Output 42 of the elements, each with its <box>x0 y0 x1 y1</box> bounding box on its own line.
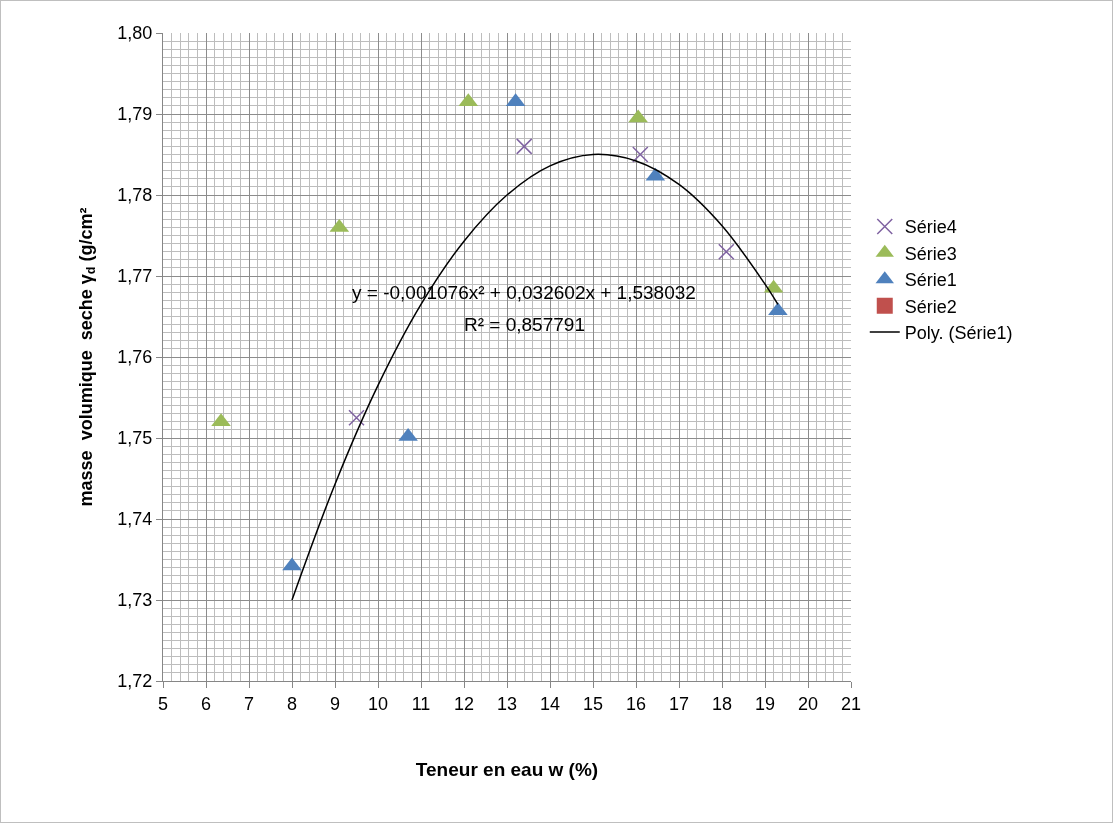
point <box>282 557 302 571</box>
x-tick-label: 7 <box>243 693 255 714</box>
y-tick-label: 1,76 <box>117 347 153 368</box>
point <box>632 146 649 163</box>
y-tick-label: 1,74 <box>117 509 153 530</box>
x-tick-label: 8 <box>286 693 298 714</box>
x-tick-label: 19 <box>754 693 776 714</box>
x-tick-label: 11 <box>411 693 431 714</box>
y-tick-label: 1,80 <box>117 23 153 44</box>
x-tick-label: 5 <box>157 693 169 714</box>
point <box>348 409 365 426</box>
y-tick-label: 1,78 <box>117 185 153 206</box>
x-tick-label: 9 <box>329 693 341 714</box>
x-tick-label: 20 <box>797 693 819 714</box>
point <box>398 427 418 441</box>
y-tick-label: 1,77 <box>117 266 153 287</box>
y-tick-label: 1,75 <box>117 428 153 449</box>
point <box>211 413 231 427</box>
legend-label: Série2 <box>904 296 957 317</box>
point <box>718 243 735 260</box>
annotation: R² = 0,857791 <box>464 314 585 335</box>
x-tick-label: 17 <box>668 693 690 714</box>
x-tick-label: 13 <box>496 693 518 714</box>
point <box>515 138 533 155</box>
x-axis-title: Teneur en eau w (%) <box>415 759 599 781</box>
legend-label: Poly. (Série1) <box>904 323 1013 344</box>
x-tick-label: 12 <box>453 693 475 714</box>
legend-label: Série1 <box>904 270 957 291</box>
y-tick-label: 1,72 <box>117 671 153 692</box>
x-tick-label: 10 <box>367 693 389 714</box>
y-tick-label: 1,73 <box>117 590 153 611</box>
legend-label: Série4 <box>904 217 957 238</box>
y-tick-label: 1,79 <box>117 104 153 125</box>
x-tick-label: 21 <box>840 693 862 714</box>
x-tick-label: 14 <box>539 693 561 714</box>
point <box>628 109 648 123</box>
point <box>768 302 788 316</box>
legend-label: Série3 <box>904 243 957 264</box>
x-tick-label: 15 <box>582 693 604 714</box>
x-tick-label: 18 <box>711 693 733 714</box>
x-tick-label: 6 <box>200 693 212 714</box>
x-tick-label: 16 <box>625 693 647 714</box>
